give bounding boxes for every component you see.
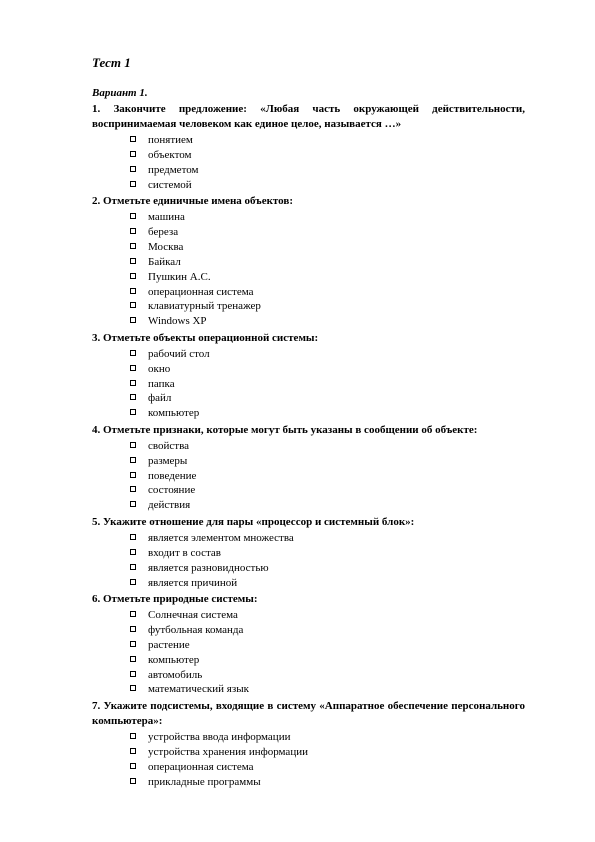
option-item: размеры	[130, 454, 525, 469]
variant-label: Вариант 1.	[92, 86, 525, 101]
question: 4. Отметьте признаки, которые могут быть…	[92, 423, 525, 438]
options-list: понятиемобъектомпредметомсистемой	[92, 133, 525, 192]
option-item: прикладные программы	[130, 775, 525, 790]
option-item: Солнечная система	[130, 608, 525, 623]
question-text: 5. Укажите отношение для пары «процессор…	[92, 516, 414, 528]
option-item: операционная система	[130, 760, 525, 775]
question-text: 1. Закончите предложение: «Любая часть о…	[92, 103, 525, 130]
page: Тест 1 Вариант 1. 1. Закончите предложен…	[0, 0, 595, 831]
options-list: Солнечная системафутбольная командарасте…	[92, 608, 525, 697]
questions-container: 1. Закончите предложение: «Любая часть о…	[92, 102, 525, 789]
option-item: входит в состав	[130, 546, 525, 561]
question: 3. Отметьте объекты операционной системы…	[92, 331, 525, 346]
option-item: свойства	[130, 439, 525, 454]
option-item: футбольная команда	[130, 623, 525, 638]
question: 1. Закончите предложение: «Любая часть о…	[92, 102, 525, 132]
question-text: 4. Отметьте признаки, которые могут быть…	[92, 424, 477, 436]
question: 6. Отметьте природные системы:	[92, 592, 525, 607]
option-item: устройства ввода информации	[130, 730, 525, 745]
option-item: машина	[130, 210, 525, 225]
option-item: компьютер	[130, 406, 525, 421]
option-item: Москва	[130, 240, 525, 255]
options-list: рабочий столокнопапкафайлкомпьютер	[92, 347, 525, 421]
option-item: является причиной	[130, 576, 525, 591]
option-item: является разновидностью	[130, 561, 525, 576]
option-item: компьютер	[130, 653, 525, 668]
question-text: 3. Отметьте объекты операционной системы…	[92, 332, 318, 344]
question-text: 7. Укажите подсистемы, входящие в систем…	[92, 700, 525, 727]
option-item: окно	[130, 362, 525, 377]
options-list: устройства ввода информацииустройства хр…	[92, 730, 525, 789]
option-item: системой	[130, 178, 525, 193]
option-item: состояние	[130, 483, 525, 498]
option-item: автомобиль	[130, 668, 525, 683]
option-item: растение	[130, 638, 525, 653]
option-item: является элементом множества	[130, 531, 525, 546]
question: 7. Укажите подсистемы, входящие в систем…	[92, 699, 525, 729]
options-list: машинаберезаМоскваБайкалПушкин А.С.опера…	[92, 210, 525, 329]
question-text: 2. Отметьте единичные имена объектов:	[92, 195, 293, 207]
option-item: понятием	[130, 133, 525, 148]
option-item: действия	[130, 498, 525, 513]
options-list: является элементом множествавходит в сос…	[92, 531, 525, 590]
option-item: Байкал	[130, 255, 525, 270]
question-text: 6. Отметьте природные системы:	[92, 593, 258, 605]
option-item: предметом	[130, 163, 525, 178]
question: 5. Укажите отношение для пары «процессор…	[92, 515, 525, 530]
option-item: математический язык	[130, 682, 525, 697]
option-item: береза	[130, 225, 525, 240]
option-item: папка	[130, 377, 525, 392]
option-item: объектом	[130, 148, 525, 163]
options-list: свойстваразмерыповедениесостояниедействи…	[92, 439, 525, 513]
option-item: клавиатурный тренажер	[130, 299, 525, 314]
option-item: устройства хранения информации	[130, 745, 525, 760]
question: 2. Отметьте единичные имена объектов:	[92, 194, 525, 209]
option-item: операционная система	[130, 285, 525, 300]
option-item: файл	[130, 391, 525, 406]
test-title: Тест 1	[92, 54, 525, 72]
option-item: поведение	[130, 469, 525, 484]
option-item: рабочий стол	[130, 347, 525, 362]
option-item: Windows XP	[130, 314, 525, 329]
option-item: Пушкин А.С.	[130, 270, 525, 285]
